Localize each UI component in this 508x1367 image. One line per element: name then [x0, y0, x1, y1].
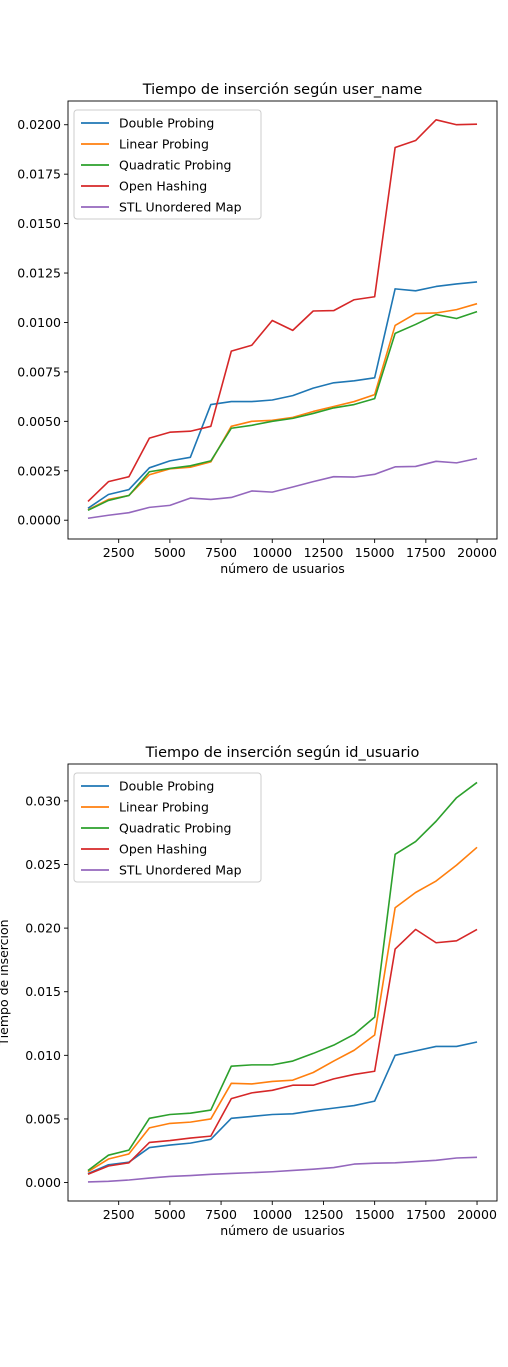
- legend-label: STL Unordered Map: [119, 863, 242, 878]
- legend-label: Quadratic Probing: [119, 158, 231, 173]
- x-tick-label: 20000: [457, 545, 497, 560]
- legend-label: STL Unordered Map: [119, 200, 242, 215]
- series-line-stl-unordered-map: [87, 1156, 478, 1183]
- x-tick-label: 2500: [103, 545, 135, 560]
- y-tick-label: 0.0175: [17, 167, 61, 182]
- x-tick-label: 10000: [252, 545, 292, 560]
- series-line-quadratic-probing: [87, 310, 478, 512]
- chart-id-usuario: Tiempo de inserción según id_usuario 2500…: [0, 745, 498, 1238]
- y-axis-label: Tiempo de inserción: [0, 919, 11, 1046]
- y-tick-label: 0.0050: [17, 414, 61, 429]
- x-tick-label: 20000: [457, 1207, 497, 1222]
- series-line-linear-probing: [87, 846, 478, 1173]
- y-tick-label: 0.010: [25, 1048, 61, 1063]
- y-tick-label: 0.015: [25, 984, 61, 999]
- x-tick-label: 15000: [355, 1207, 395, 1222]
- legend-label: Double Probing: [119, 116, 214, 131]
- legend: Double Probing Linear Probing Quadratic Pr…: [73, 109, 262, 220]
- legend-label: Double Probing: [119, 779, 214, 794]
- legend-label: Quadratic Probing: [119, 821, 231, 836]
- y-tick-label: 0.0075: [17, 364, 61, 379]
- x-tick-label: 17500: [406, 545, 446, 560]
- x-tick-label: 12500: [304, 1207, 344, 1222]
- series-line-open-hashing: [87, 928, 478, 1176]
- y-tick-label: 0.0000: [17, 513, 61, 528]
- legend: Double Probing Linear Probing Quadratic Pr…: [73, 772, 262, 883]
- chart-title: Tiempo de inserción según user_name: [142, 82, 423, 98]
- legend-label: Open Hashing: [119, 842, 207, 857]
- plot-lines: [87, 118, 478, 520]
- y-tick-label: 0.025: [25, 857, 61, 872]
- y-tick-label: 0.030: [25, 793, 61, 808]
- y-tick-label: 0.0150: [17, 216, 61, 231]
- series-line-quadratic-probing: [87, 781, 478, 1172]
- y-tick-label: 0.0025: [17, 463, 61, 478]
- series-line-double-probing: [87, 281, 478, 510]
- chart-title: Tiempo de inserción según id_usuario: [145, 745, 420, 761]
- plot-frame: [67, 763, 498, 1202]
- legend-label: Linear Probing: [119, 800, 209, 815]
- series-line-double-probing: [87, 1041, 478, 1175]
- y-tick-label: 0.000: [25, 1175, 61, 1190]
- legend-box: [73, 109, 262, 220]
- x-axis-label: número de usuarios: [220, 1223, 345, 1238]
- x-tick-label: 2500: [103, 1207, 135, 1222]
- chart-user-name: Tiempo de inserción según user_name 2500 5…: [17, 82, 498, 576]
- x-tick-label: 12500: [304, 545, 344, 560]
- y-tick-label: 0.020: [25, 921, 61, 936]
- legend-label: Open Hashing: [119, 179, 207, 194]
- series-line-stl-unordered-map: [87, 457, 478, 520]
- x-tick-label: 7500: [205, 545, 237, 560]
- y-tick-label: 0.0200: [17, 117, 61, 132]
- x-axis-label: número de usuarios: [220, 561, 345, 576]
- series-line-open-hashing: [87, 118, 478, 503]
- plot-frame: [67, 100, 498, 540]
- x-tick-label: 17500: [406, 1207, 446, 1222]
- x-tick-label: 10000: [252, 1207, 292, 1222]
- x-tick-label: 5000: [154, 1207, 186, 1222]
- plot-lines: [87, 781, 478, 1183]
- y-tick-label: 0.005: [25, 1111, 61, 1126]
- y-tick-label: 0.0125: [17, 266, 61, 281]
- legend-box: [73, 772, 262, 883]
- x-tick-label: 15000: [355, 545, 395, 560]
- x-tick-label: 5000: [154, 545, 186, 560]
- x-tick-label: 7500: [205, 1207, 237, 1222]
- series-line-linear-probing: [87, 302, 478, 511]
- y-tick-label: 0.0100: [17, 315, 61, 330]
- legend-label: Linear Probing: [119, 137, 209, 152]
